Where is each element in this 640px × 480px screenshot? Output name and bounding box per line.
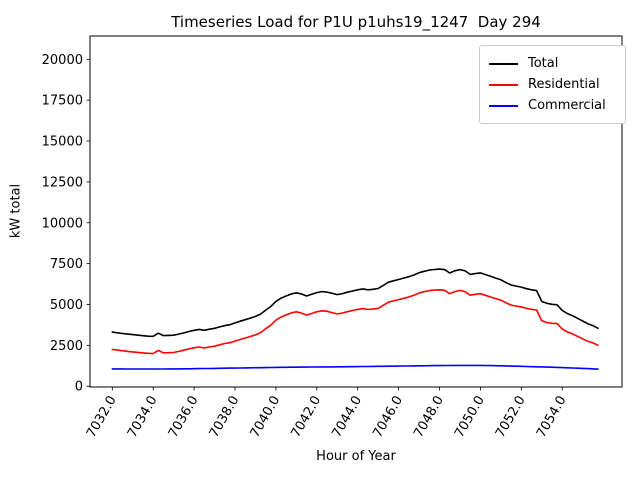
y-tick-label: 10000	[42, 216, 83, 231]
y-tick-label: 0	[75, 380, 83, 395]
y-tick-label: 5000	[50, 298, 83, 313]
legend-item-residential: Residential	[489, 74, 617, 95]
x-tick-label: 7054.0	[534, 394, 570, 441]
y-tick-label: 15000	[42, 135, 83, 150]
x-tick-label: 7044.0	[329, 394, 365, 441]
residential-line-swatch	[489, 83, 518, 86]
legend-item-total: Total	[489, 53, 617, 74]
legend-label-residential: Residential	[528, 77, 600, 92]
x-tick-label: 7032.0	[84, 394, 120, 441]
legend: Total Residential Commercial	[479, 45, 626, 124]
x-tick-label: 7046.0	[370, 394, 406, 441]
chart-title: Timeseries Load for P1U p1uhs19_1247 Day…	[171, 13, 541, 31]
y-tick-label: 2500	[50, 339, 83, 354]
x-tick-label: 7036.0	[166, 394, 202, 441]
x-axis-label: Hour of Year	[316, 449, 396, 464]
legend-label-commercial: Commercial	[528, 98, 606, 113]
x-tick-label: 7034.0	[125, 394, 161, 441]
total-line-swatch	[489, 62, 518, 65]
commercial-line-swatch	[489, 104, 518, 107]
x-tick-label: 7040.0	[248, 394, 284, 441]
series-line-residential	[111, 288, 599, 355]
series-line-commercial	[111, 364, 599, 370]
y-tick-label: 17500	[42, 94, 83, 109]
x-tick-label: 7038.0	[207, 394, 243, 441]
legend-item-commercial: Commercial	[489, 95, 617, 116]
axes-frame	[89, 35, 623, 388]
legend-label-total: Total	[528, 56, 559, 71]
y-tick-label: 12500	[42, 175, 83, 190]
series-line-total	[111, 268, 599, 338]
x-tick-label: 7050.0	[452, 394, 488, 441]
y-tick-label: 20000	[42, 53, 83, 68]
x-tick-label: 7052.0	[493, 394, 529, 441]
x-tick-label: 7042.0	[289, 394, 325, 441]
x-tick-label: 7048.0	[411, 394, 447, 441]
y-tick-label: 7500	[50, 257, 83, 272]
